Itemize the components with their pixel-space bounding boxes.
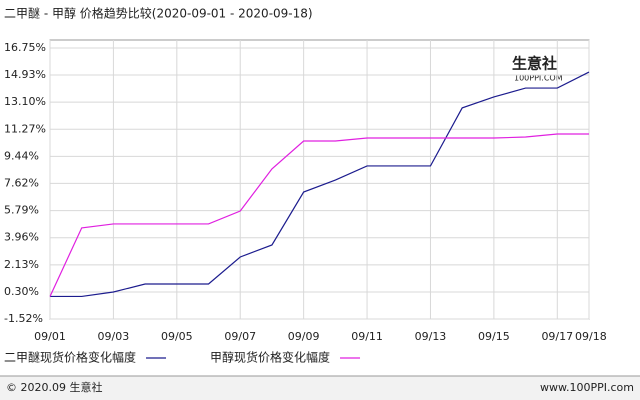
watermark-site: 100PPI.COM	[514, 74, 563, 83]
y-tick-label: 16.75%	[4, 41, 46, 54]
y-tick-label: 9.44%	[4, 149, 39, 162]
watermark-name: 生意社	[512, 55, 557, 73]
y-tick-label: 0.30%	[4, 285, 39, 298]
x-tick-label: 09/05	[161, 330, 193, 343]
y-tick-label: 11.27%	[4, 122, 46, 135]
legend-label: 甲醇现货价格变化幅度	[210, 350, 330, 365]
legend-label: 二甲醚现货价格变化幅度	[4, 350, 136, 365]
y-tick-label: 14.93%	[4, 68, 46, 81]
footer-left: © 2020.09 生意社	[6, 380, 102, 394]
y-tick-label: 7.62%	[4, 176, 39, 189]
x-tick-label: 09/03	[98, 330, 130, 343]
series-line	[50, 71, 590, 298]
x-tick-label: 09/17	[541, 330, 573, 343]
x-tick-label: 09/09	[288, 330, 320, 343]
footer-bar	[0, 376, 640, 400]
y-tick-label: 13.10%	[4, 95, 46, 108]
x-tick-label: 09/18	[575, 330, 607, 343]
x-tick-label: 09/13	[415, 330, 447, 343]
y-tick-label: 2.13%	[4, 258, 39, 271]
footer-right: www.100PPI.com	[540, 381, 634, 394]
y-tick-label: -1.52%	[4, 312, 43, 325]
x-tick-label: 09/07	[224, 330, 256, 343]
y-tick-label: 5.79%	[4, 204, 39, 217]
chart-title: 二甲醚 - 甲醇 价格趋势比较(2020-09-01 - 2020-09-18)	[4, 6, 313, 21]
x-tick-label: 09/11	[351, 330, 383, 343]
x-tick-label: 09/15	[478, 330, 510, 343]
series-line	[49, 133, 589, 297]
y-tick-label: 3.96%	[4, 231, 39, 244]
x-tick-label: 09/01	[34, 330, 66, 343]
plot-frame	[49, 39, 590, 320]
